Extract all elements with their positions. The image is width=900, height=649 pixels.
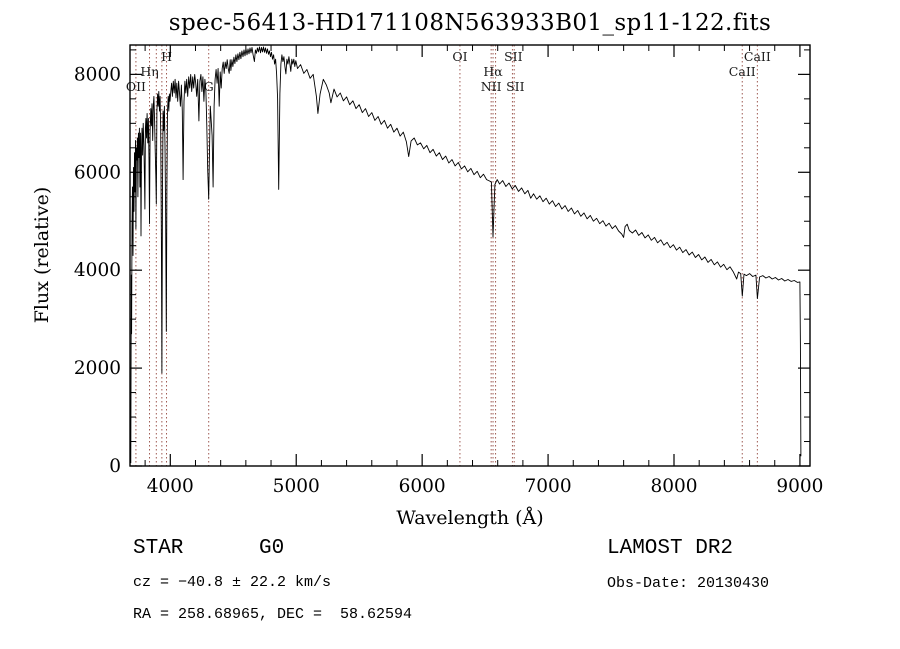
svg-text:SII: SII [504,49,523,64]
svg-text:8000: 8000 [74,64,121,85]
svg-text:4000: 4000 [74,260,121,281]
annotation-survey: LAMOST DR2 [607,537,734,560]
svg-text:OII: OII [126,79,146,94]
annotation-obs-date: Obs-Date: 20130430 [607,575,770,592]
annotation-cz: cz = −40.8 ± 22.2 km/s [133,574,332,591]
svg-text:2000: 2000 [74,358,121,379]
svg-text:4000: 4000 [147,476,194,497]
svg-text:CaII: CaII [729,64,756,79]
svg-text:Hα: Hα [483,64,503,79]
svg-text:0: 0 [109,456,121,477]
annotation-star-class: STAR G0 [133,537,285,560]
svg-text:G: G [204,79,214,94]
svg-text:H: H [161,49,172,64]
svg-text:5000: 5000 [273,476,320,497]
svg-text:SII: SII [506,79,525,94]
svg-text:8000: 8000 [650,476,697,497]
svg-text:6000: 6000 [74,162,121,183]
svg-text:9000: 9000 [776,476,823,497]
svg-text:7000: 7000 [525,476,572,497]
annotation-ra-dec: RA = 258.68965, DEC = 58.62594 [133,606,413,623]
svg-text:NII: NII [481,79,502,94]
chart-title: spec-56413-HD171108N563933B01_sp11-122.f… [168,10,772,36]
svg-text:Hη: Hη [140,64,158,79]
svg-text:6000: 6000 [399,476,446,497]
svg-text:CaII: CaII [744,49,771,64]
x-axis-label: Wavelength (Å) [396,507,544,529]
svg-text:OI: OI [452,49,467,64]
